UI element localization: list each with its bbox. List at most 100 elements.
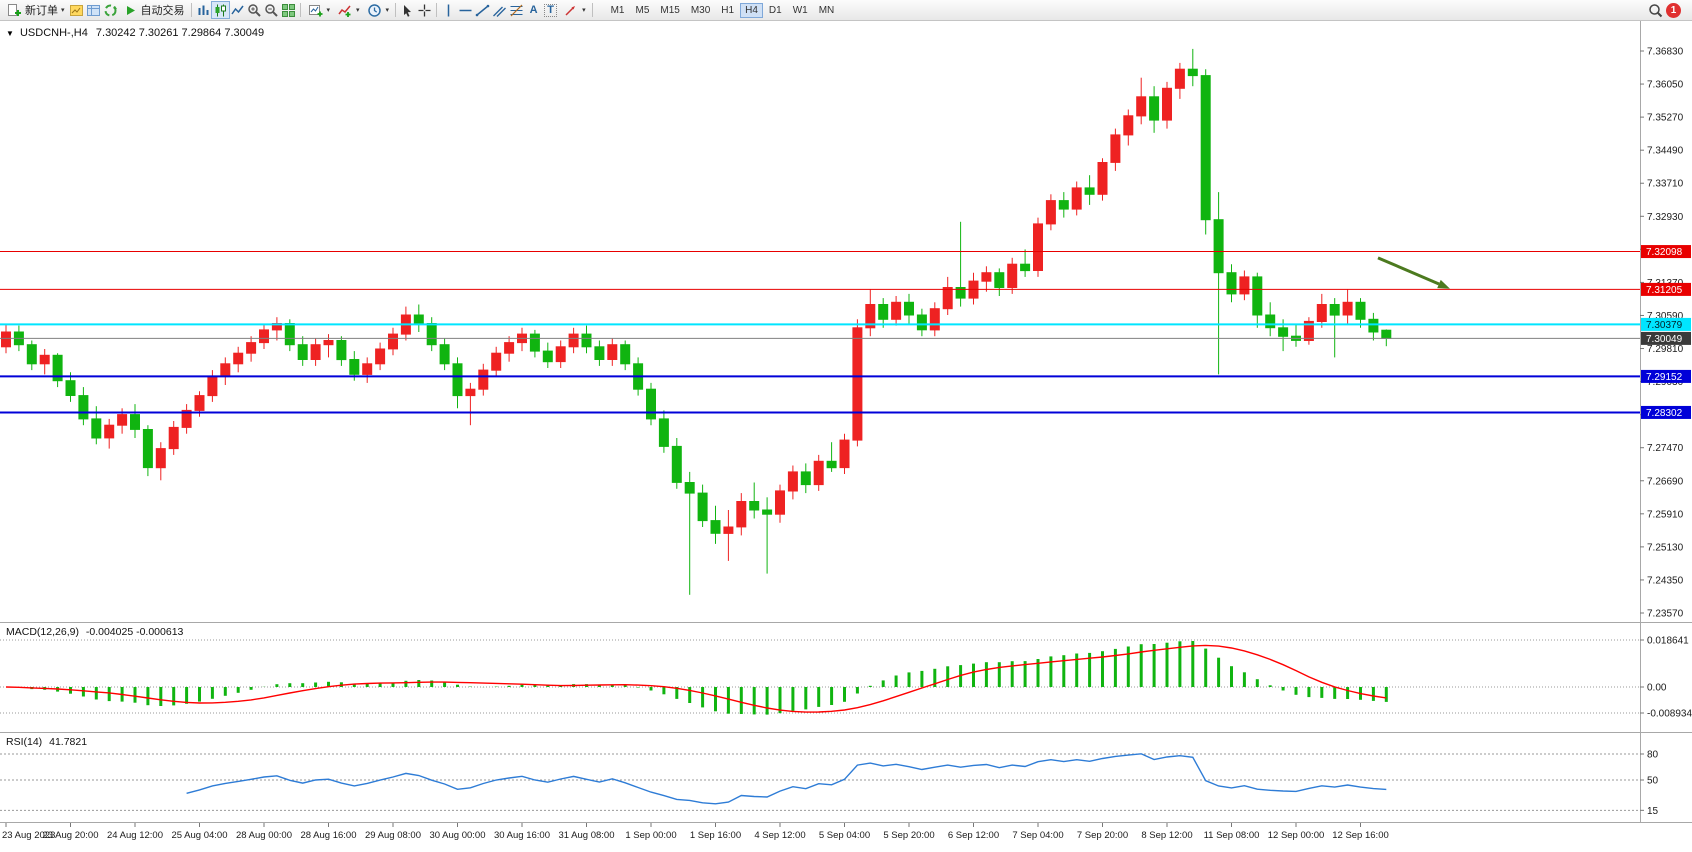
price-badge-label: 7.29152 bbox=[1646, 372, 1683, 383]
channel-tool-icon[interactable] bbox=[491, 2, 508, 18]
horizontal-line-tool-icon[interactable] bbox=[457, 2, 474, 18]
zoom-out-icon[interactable] bbox=[263, 2, 280, 18]
toolbar-separator bbox=[395, 3, 397, 17]
vertical-line-tool-icon[interactable] bbox=[440, 2, 457, 18]
arrows-tool-button[interactable]: ▾ bbox=[559, 1, 589, 19]
autotrade-play-icon bbox=[122, 2, 139, 18]
timeframe-button-m30[interactable]: M30 bbox=[690, 4, 711, 16]
rsi-axis-label: 80 bbox=[1647, 750, 1659, 761]
price-badge bbox=[1641, 405, 1691, 419]
candle-body bbox=[194, 395, 205, 411]
trend-arrow[interactable] bbox=[1377, 256, 1440, 286]
toolbar-separator bbox=[299, 3, 301, 17]
zoom-in-icon[interactable] bbox=[246, 2, 263, 18]
indicators-icon bbox=[336, 2, 353, 18]
candle-body bbox=[1149, 96, 1160, 121]
candle-body bbox=[1136, 96, 1147, 117]
candle-body bbox=[1316, 304, 1327, 322]
price-axis-label: 7.25910 bbox=[1647, 509, 1684, 520]
candle-body bbox=[878, 304, 889, 320]
timeframe-button-d1[interactable]: D1 bbox=[768, 4, 782, 16]
macd-signal-line bbox=[5, 644, 1387, 713]
price-axis-label: 7.33710 bbox=[1647, 179, 1684, 190]
candle-body bbox=[297, 344, 308, 361]
candle-body bbox=[800, 471, 811, 486]
candle-body bbox=[787, 471, 798, 492]
fibonacci-tool-icon[interactable] bbox=[508, 2, 525, 18]
search-icon[interactable] bbox=[1647, 2, 1664, 18]
candlestick-chart-type-icon[interactable] bbox=[210, 1, 230, 19]
arrow-object-icon bbox=[562, 2, 579, 18]
period-clock-button[interactable]: ▾ bbox=[363, 1, 393, 19]
candle-body bbox=[671, 445, 682, 483]
rsi-indicator-label: RSI(14) 41.7821 bbox=[6, 736, 87, 748]
new-order-button[interactable]: 新订单 ▾ bbox=[3, 1, 68, 19]
price-axis-label: 7.25130 bbox=[1647, 542, 1684, 553]
timeframe-button-h1[interactable]: H1 bbox=[721, 4, 735, 16]
price-axis-label: 7.27470 bbox=[1647, 443, 1684, 454]
price-axis-label: 7.30590 bbox=[1647, 311, 1684, 322]
toolbar-separator bbox=[436, 3, 438, 17]
candle-body bbox=[1200, 75, 1211, 221]
candle-body bbox=[1213, 219, 1224, 274]
new-chart-button[interactable]: ▾ bbox=[304, 1, 334, 19]
new-order-icon bbox=[6, 2, 23, 18]
candle-body bbox=[646, 388, 656, 420]
macd-values: -0.004025 -0.000613 bbox=[85, 626, 184, 638]
time-axis-label: 24 Aug 12:00 bbox=[107, 830, 163, 841]
toolbar-separator bbox=[190, 3, 192, 17]
candle-body bbox=[1007, 263, 1018, 289]
candle-body bbox=[78, 395, 89, 420]
candle-body bbox=[568, 333, 579, 348]
trend-arrow-head[interactable] bbox=[1437, 279, 1450, 289]
timeframe-button-m5[interactable]: M5 bbox=[635, 4, 650, 16]
price-badge bbox=[1641, 245, 1691, 259]
trendline-tool-icon[interactable] bbox=[474, 2, 491, 18]
candle-body bbox=[336, 340, 347, 361]
candle-body bbox=[607, 344, 618, 361]
candle-body bbox=[736, 501, 747, 528]
candle-body bbox=[1020, 263, 1031, 272]
tile-windows-icon[interactable] bbox=[280, 2, 297, 18]
symbol-collapse-icon[interactable]: ▼ bbox=[6, 29, 14, 38]
candle-body bbox=[555, 346, 566, 363]
candle-body bbox=[1174, 68, 1185, 89]
candle-body bbox=[1084, 187, 1095, 195]
rsi-name: RSI(14) bbox=[6, 736, 43, 748]
candle-body bbox=[749, 501, 760, 511]
text-tool-icon[interactable]: A bbox=[529, 3, 538, 16]
candle-body bbox=[839, 439, 850, 469]
line-chart-type-icon[interactable] bbox=[229, 2, 246, 18]
timeframe-button-w1[interactable]: W1 bbox=[792, 4, 808, 16]
timeframe-button-mn[interactable]: MN bbox=[818, 4, 835, 16]
timeframe-button-m1[interactable]: M1 bbox=[610, 4, 625, 16]
cursor-tool-icon[interactable] bbox=[399, 2, 416, 18]
candle-body bbox=[1342, 301, 1353, 316]
data-window-icon[interactable] bbox=[85, 2, 102, 18]
time-axis-label: 6 Sep 12:00 bbox=[948, 830, 999, 841]
bar-chart-type-icon[interactable] bbox=[195, 2, 212, 18]
market-watch-icon[interactable] bbox=[68, 2, 85, 18]
macd-indicator-label: MACD(12,26,9) -0.004025 -0.000613 bbox=[6, 626, 183, 638]
indicators-button[interactable]: ▾ bbox=[333, 1, 363, 19]
text-label-tool-icon[interactable]: T bbox=[542, 2, 559, 18]
navigator-refresh-icon[interactable] bbox=[102, 2, 119, 18]
candle-body bbox=[207, 376, 218, 397]
candle-body bbox=[439, 344, 450, 365]
candle-body bbox=[542, 350, 553, 363]
autotrade-button[interactable]: 自动交易 bbox=[119, 1, 188, 19]
candle-body bbox=[1, 331, 11, 348]
timeframe-button-m15[interactable]: M15 bbox=[660, 4, 680, 16]
candle-body bbox=[581, 333, 592, 348]
candle-body bbox=[904, 301, 914, 316]
timeframe-button-h4[interactable]: H4 bbox=[740, 2, 763, 18]
candle-body bbox=[323, 340, 334, 346]
candle-body bbox=[413, 314, 424, 324]
time-axis-label: 7 Sep 20:00 bbox=[1077, 830, 1128, 841]
time-axis-label: 4 Sep 12:00 bbox=[754, 830, 805, 841]
price-badge bbox=[1641, 331, 1691, 345]
notification-badge[interactable]: 1 bbox=[1666, 2, 1681, 18]
candle-body bbox=[1033, 223, 1043, 271]
crosshair-tool-icon[interactable] bbox=[416, 2, 433, 18]
